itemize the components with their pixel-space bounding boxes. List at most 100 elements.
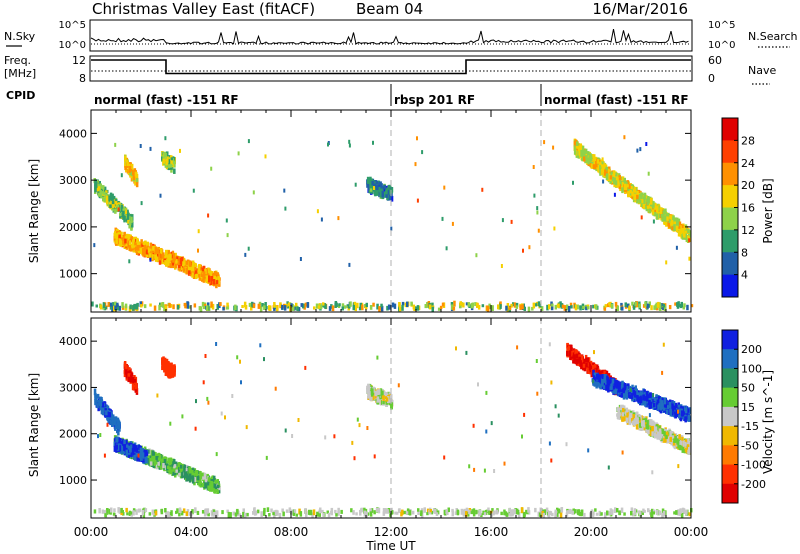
- echo-cell: [367, 383, 370, 391]
- echo-cell: [522, 248, 524, 253]
- echo-cell: [135, 447, 138, 453]
- echo-cell: [662, 210, 665, 215]
- echo-cell: [157, 461, 160, 466]
- echo-cell: [643, 392, 647, 397]
- echo-cell: [328, 306, 332, 311]
- echo-cell: [117, 423, 121, 429]
- echo-cell: [378, 193, 381, 198]
- echo-cell: [679, 303, 683, 309]
- echo-cell: [134, 444, 137, 452]
- echo-cell: [687, 229, 690, 233]
- echo-cell: [214, 480, 217, 484]
- echo-cell: [354, 182, 357, 187]
- echo-cell: [376, 396, 380, 403]
- echo-cell: [437, 307, 441, 311]
- echo-cell: [128, 222, 131, 229]
- echo-cell: [174, 461, 178, 467]
- echo-cell: [652, 201, 655, 208]
- echo-cell: [614, 388, 618, 395]
- echo-cell: [331, 305, 335, 312]
- echo-cell: [105, 195, 109, 203]
- echo-cell: [582, 305, 585, 309]
- echo-cell: [453, 300, 456, 307]
- echo-cell: [573, 357, 576, 363]
- echo-cell: [202, 265, 206, 272]
- echo-cell: [569, 302, 573, 308]
- echo-cell: [595, 369, 598, 373]
- echo-cell: [146, 241, 149, 248]
- echo-cell: [583, 155, 586, 162]
- echo-cell: [491, 305, 494, 311]
- echo-cell: [169, 253, 172, 258]
- echo-cell: [615, 382, 618, 387]
- echo-cell: [215, 280, 219, 285]
- echo-region: [123, 361, 139, 395]
- echo-cell: [636, 148, 639, 153]
- echo-cell: [193, 303, 197, 308]
- echo-cell: [149, 257, 152, 262]
- echo-cell: [213, 488, 216, 493]
- echo-cell: [642, 304, 646, 308]
- echo-cell: [102, 302, 106, 308]
- echo-cell: [600, 162, 604, 167]
- echo-cell: [109, 204, 112, 208]
- echo-cell: [506, 303, 510, 309]
- echo-cell: [141, 243, 144, 247]
- echo-cell: [292, 305, 295, 311]
- echo-cell: [398, 306, 402, 312]
- echo-cell: [94, 398, 97, 406]
- echo-cell: [679, 229, 682, 234]
- echo-cell: [586, 357, 589, 363]
- echo-cell: [621, 380, 624, 387]
- echo-cell: [499, 301, 502, 307]
- echo-cell: [149, 146, 152, 151]
- echo-cell: [99, 183, 102, 189]
- echo-cell: [134, 246, 138, 251]
- echo-cell: [124, 166, 127, 171]
- echo-cell: [162, 357, 166, 363]
- echo-cell: [105, 404, 108, 410]
- echo-cell: [352, 304, 355, 311]
- echo-cell: [149, 253, 152, 260]
- echo-cell: [582, 366, 586, 371]
- echo-cell: [120, 210, 124, 215]
- echo-cell: [273, 307, 276, 311]
- echo-cell: [675, 245, 678, 250]
- echo-cell: [358, 306, 362, 311]
- freq-label: Freq.: [4, 54, 31, 67]
- echo-cell: [198, 273, 202, 280]
- echo-cell: [684, 233, 687, 238]
- echo-cell: [450, 302, 454, 306]
- echo-cell: [96, 187, 100, 191]
- echo-cell: [679, 414, 683, 422]
- echo-cell: [380, 183, 383, 189]
- echo-cell: [128, 240, 132, 246]
- echo-cell: [378, 187, 381, 193]
- echo-cell: [131, 243, 134, 249]
- echo-cell: [143, 244, 147, 251]
- echo-cell: [593, 161, 596, 165]
- echo-cell: [672, 216, 675, 220]
- echo-cell: [661, 214, 664, 222]
- echo-cell: [105, 407, 109, 413]
- echo-cell: [669, 408, 672, 413]
- echo-cell: [122, 215, 125, 220]
- echo-cell: [172, 372, 175, 377]
- echo-cell: [528, 245, 531, 250]
- echo-cell: [163, 151, 166, 157]
- echo-cell: [135, 181, 139, 188]
- echo-cell: [169, 366, 172, 373]
- echo-cell: [618, 383, 621, 390]
- echo-cell: [533, 193, 536, 198]
- echo-cell: [667, 222, 670, 227]
- echo-cell: [592, 304, 595, 309]
- echo-cell: [136, 244, 139, 250]
- echo-cell: [603, 374, 607, 381]
- echo-cell: [241, 305, 244, 308]
- echo-cell: [687, 415, 690, 419]
- echo-cell: [644, 301, 647, 307]
- echo-cell: [247, 139, 250, 144]
- echo-cell: [587, 306, 590, 310]
- echo-cell: [512, 302, 515, 307]
- echo-cell: [376, 181, 379, 187]
